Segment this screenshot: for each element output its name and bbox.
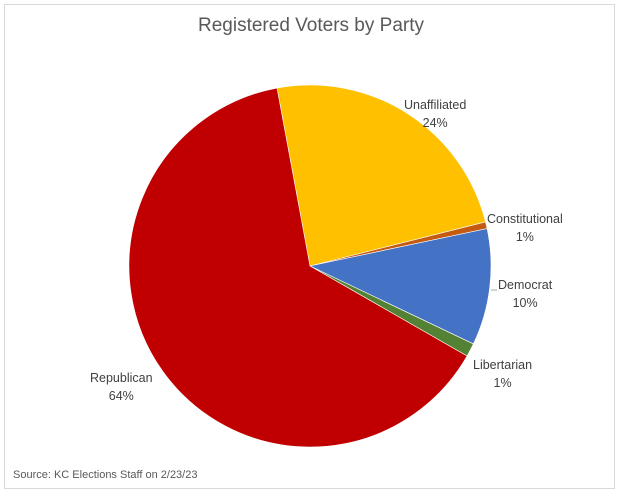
chart-title: Registered Voters by Party: [198, 15, 424, 36]
label-unaffiliated: Unaffiliated 24%: [404, 96, 466, 132]
label-percent: 1%: [515, 230, 534, 244]
label-percent: 1%: [493, 376, 512, 390]
label-republican: Republican 64%: [90, 369, 153, 405]
pie-slice-unaffiliated: [276, 84, 486, 267]
source-note: Source: KC Elections Staff on 2/23/23: [13, 469, 198, 481]
pie-slices: [128, 84, 492, 448]
label-name: Republican: [90, 371, 153, 385]
label-libertarian: Libertarian 1%: [473, 356, 532, 392]
label-democrat: Democrat 10%: [498, 276, 552, 312]
label-percent: 24%: [422, 116, 448, 130]
label-constitutional: Constitutional 1%: [487, 210, 563, 246]
label-percent: 10%: [512, 296, 538, 310]
label-name: Constitutional: [487, 212, 563, 226]
label-name: Libertarian: [473, 358, 533, 372]
label-name: Democrat: [498, 278, 553, 292]
label-percent: 64%: [108, 389, 134, 403]
pie-slice-democrat: [309, 228, 492, 345]
label-name: Unaffiliated: [404, 98, 467, 112]
pie-slice-republican: [128, 87, 468, 448]
